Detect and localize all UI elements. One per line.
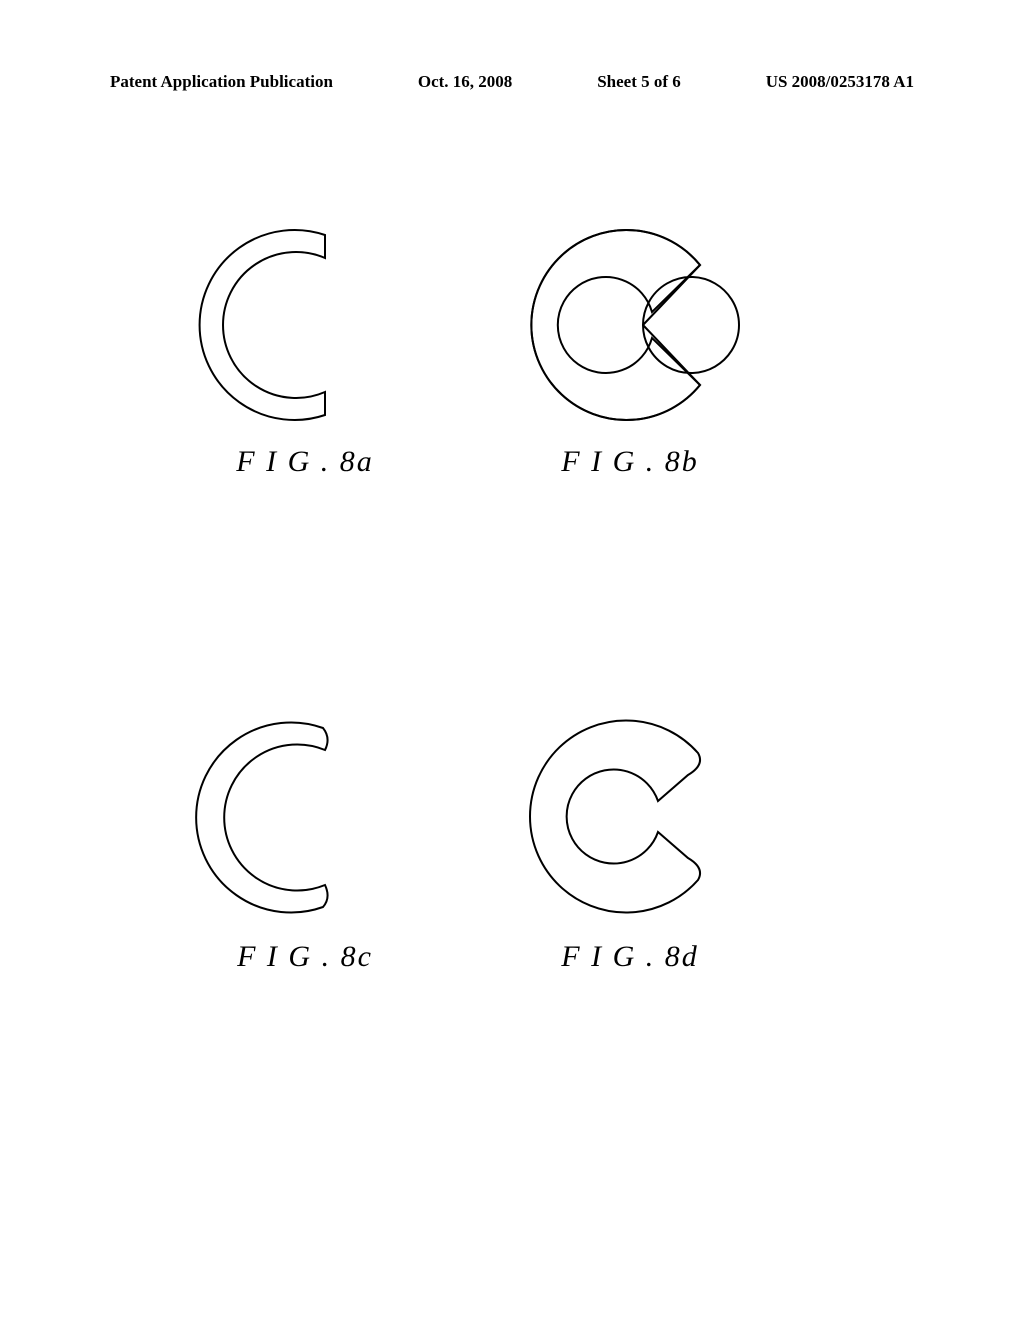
page-header: Patent Application Publication Oct. 16, … xyxy=(0,72,1024,92)
crescent-shape-8c xyxy=(195,710,415,925)
crescent-shape-8b xyxy=(500,220,760,430)
figure-8a: F I G . 8a xyxy=(195,220,415,479)
figure-label-8a: F I G . 8a xyxy=(236,445,373,479)
header-date: Oct. 16, 2008 xyxy=(418,72,512,92)
header-publication: Patent Application Publication xyxy=(110,72,333,92)
crescent-shape-8a xyxy=(195,220,415,430)
header-sheet: Sheet 5 of 6 xyxy=(597,72,681,92)
figure-label-8c: F I G . 8c xyxy=(237,940,373,974)
figure-label-8b: F I G . 8b xyxy=(561,445,698,479)
header-docnumber: US 2008/0253178 A1 xyxy=(766,72,914,92)
figure-8b: F I G . 8b xyxy=(500,220,760,479)
crescent-shape-8d xyxy=(500,710,760,925)
figure-label-8d: F I G . 8d xyxy=(561,940,698,974)
figure-8d: F I G . 8d xyxy=(500,710,760,974)
figure-8c: F I G . 8c xyxy=(195,710,415,974)
